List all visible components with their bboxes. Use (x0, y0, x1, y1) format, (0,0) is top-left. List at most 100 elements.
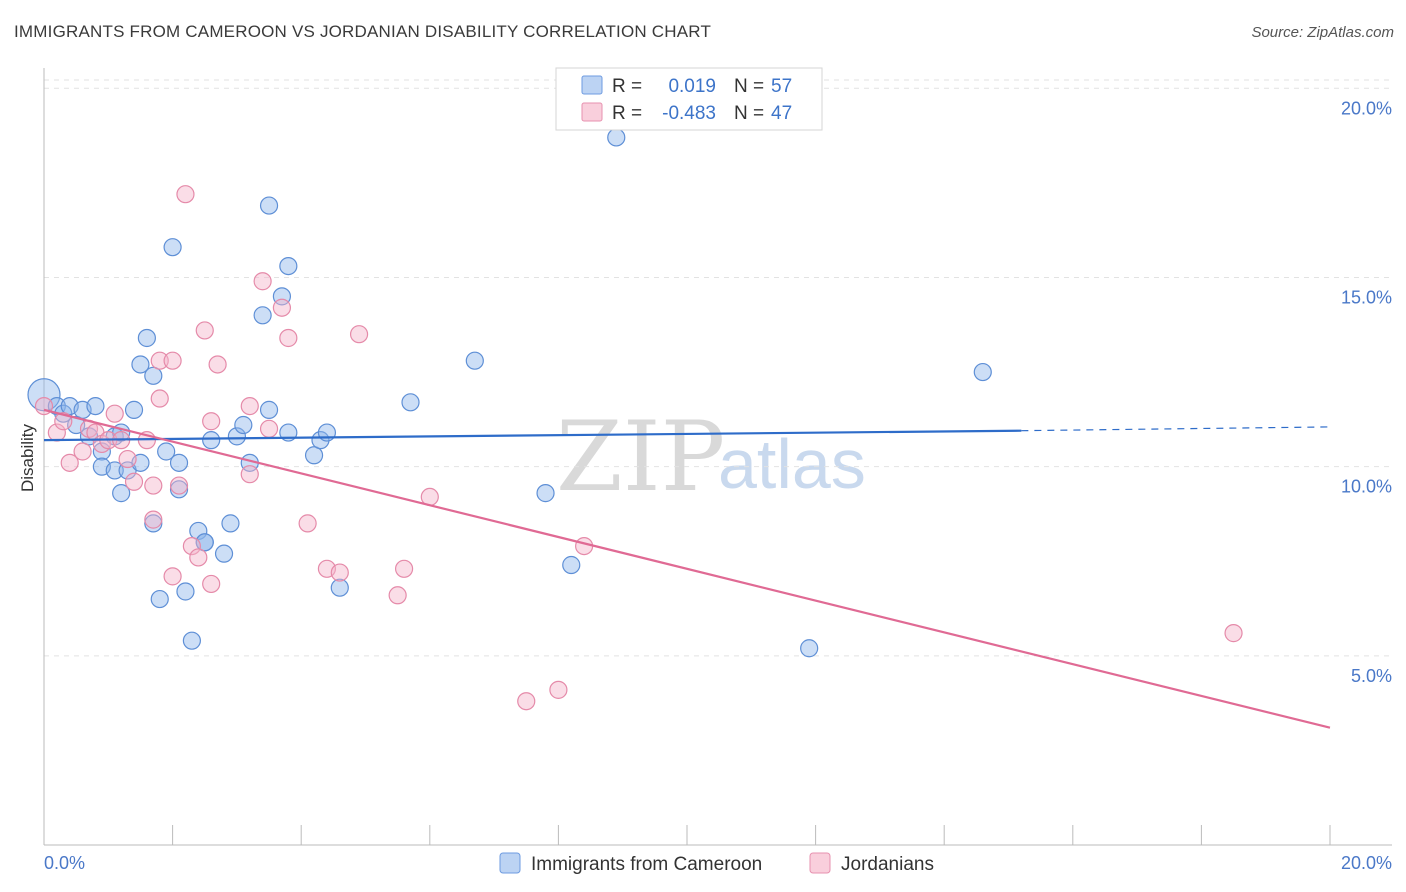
source-credit: Source: ZipAtlas.com (1251, 24, 1394, 41)
point-cameroon-49 (536, 484, 555, 503)
point-jordanians-9 (105, 404, 124, 423)
point-cameroon-17 (131, 355, 150, 374)
stats-legend: R = 0.019 N = 57 R = -0.483 N = 47 (555, 67, 823, 131)
point-jordanians-27 (208, 355, 227, 374)
point-cameroon-38 (259, 400, 279, 419)
point-jordanians-34 (298, 514, 317, 533)
point-cameroon-22 (157, 442, 176, 461)
point-jordanians-36 (330, 563, 349, 582)
stats-n-value-1: 57 (771, 76, 792, 97)
point-jordanians-31 (259, 419, 279, 438)
y-tick-label-1: 10.0% (1341, 477, 1392, 497)
point-jordanians-38 (388, 586, 407, 605)
point-jordanians-42 (549, 680, 568, 699)
point-cameroon-47 (401, 393, 420, 412)
point-jordanians-4 (73, 442, 92, 461)
point-jordanians-24 (195, 321, 214, 340)
legend-swatch-cameroon (499, 852, 521, 874)
point-jordanians-21 (176, 185, 195, 204)
point-jordanians-12 (124, 472, 144, 491)
legend-label-jordanians: Jordanians (841, 854, 934, 875)
point-cameroon-44 (311, 431, 330, 450)
point-jordanians-22 (182, 536, 201, 556)
point-cameroon-28 (189, 521, 208, 541)
x-tick-label-min: 0.0% (44, 853, 85, 873)
stats-n-label-2: N = (734, 103, 764, 124)
point-cameroon-21 (150, 589, 169, 609)
point-cameroon-35 (234, 415, 253, 435)
point-cameroon-46 (330, 578, 349, 597)
point-jordanians-2 (54, 412, 73, 431)
legend-label-cameroon: Immigrants from Cameroon (531, 854, 762, 875)
point-cameroon-18 (137, 328, 156, 348)
point-jordanians-29 (240, 465, 259, 484)
point-cameroon-26 (176, 582, 195, 601)
point-cameroon-15 (124, 400, 144, 419)
point-jordanians-17 (150, 389, 169, 408)
point-cameroon-23 (163, 238, 182, 257)
point-cameroon-8 (92, 442, 111, 461)
point-jordanians-41 (517, 692, 536, 711)
point-cameroon-1 (47, 396, 66, 416)
point-jordanians-43 (575, 536, 594, 556)
point-cameroon-33 (221, 514, 240, 533)
y-tick-label-3: 20.0% (1341, 98, 1392, 118)
point-cameroon-34 (227, 427, 246, 446)
point-jordanians-25 (202, 574, 221, 594)
point-jordanians-32 (272, 298, 292, 317)
series-legend: Immigrants from Cameroon Jordanians (499, 852, 934, 875)
point-jordanians-23 (189, 548, 208, 567)
trend-line-jordanians (43, 408, 1331, 729)
point-jordanians-19 (163, 567, 182, 586)
point-cameroon-51 (607, 128, 626, 147)
stats-r-label-1: R = (612, 76, 642, 97)
watermark-zip: ZIP (556, 401, 725, 513)
stats-r-value-1: 0.019 (668, 76, 716, 97)
point-jordanians-11 (118, 449, 137, 469)
watermark-atlas: atlas (718, 425, 866, 503)
chart-title: IMMIGRANTS FROM CAMEROON VS JORDANIAN DI… (14, 22, 712, 41)
point-cameroon-52 (800, 639, 819, 658)
stats-n-value-2: 47 (771, 103, 792, 124)
point-jordanians-14 (144, 510, 163, 529)
point-jordanians-28 (240, 396, 259, 416)
point-jordanians-15 (144, 476, 163, 495)
legend-swatch-jordanians (809, 852, 831, 874)
point-jordanians-44 (1224, 624, 1243, 643)
point-cameroon-11 (105, 461, 124, 480)
stats-r-label-2: R = (612, 103, 642, 124)
stats-swatch-cameroon (581, 75, 603, 95)
point-cameroon-42 (279, 257, 298, 276)
point-jordanians-33 (279, 328, 298, 348)
trend-lines (43, 408, 1331, 729)
trend-line-cameroon-extension (1021, 426, 1331, 432)
stats-n-label-1: N = (734, 76, 764, 97)
point-jordanians-39 (394, 559, 414, 578)
point-cameroon-20 (144, 366, 163, 385)
point-cameroon-25 (169, 453, 189, 472)
trend-line-cameroon (43, 429, 1022, 442)
y-axis-title: Disability (18, 423, 37, 492)
x-axis-ticks (43, 825, 1331, 845)
watermark: ZIP atlas (556, 401, 866, 513)
y-tick-label-0: 5.0% (1351, 666, 1392, 686)
point-cameroon-50 (562, 555, 581, 575)
x-tick-label-max: 20.0% (1341, 853, 1392, 873)
point-jordanians-16 (150, 351, 169, 370)
point-cameroon-43 (304, 446, 324, 465)
y-tick-labels: 5.0% 10.0% 15.0% 20.0% (1341, 98, 1392, 686)
axes (43, 68, 1392, 846)
point-jordanians-18 (163, 351, 182, 370)
point-jordanians-3 (60, 453, 79, 472)
gridlines (44, 79, 1392, 657)
point-jordanians-37 (349, 325, 369, 344)
point-cameroon-27 (182, 631, 201, 650)
point-cameroon-31 (202, 431, 221, 450)
y-tick-label-2: 15.0% (1341, 287, 1392, 307)
point-cameroon-48 (465, 351, 484, 370)
point-cameroon-7 (86, 396, 105, 416)
stats-swatch-jordanians (581, 102, 603, 122)
point-cameroon-32 (214, 544, 234, 563)
point-cameroon-37 (253, 306, 272, 325)
